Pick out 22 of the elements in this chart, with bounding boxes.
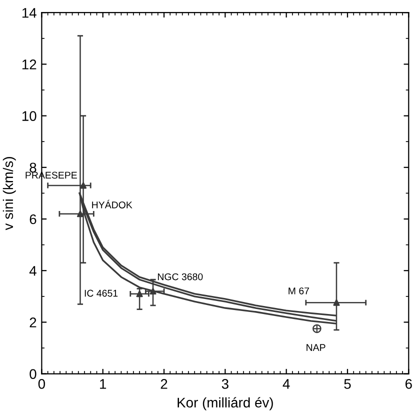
annotation: IC 4651 (84, 290, 118, 297)
x-tick-label: 0 (38, 379, 46, 389)
y-tick-label: 10 (22, 111, 36, 121)
annotation: NAP (306, 344, 326, 351)
x-tick-label: 4 (282, 379, 290, 389)
annotation: M 67 (288, 287, 310, 294)
annotation: HYÁDOK (92, 200, 132, 208)
y-axis-title: v sini (km/s) (2, 157, 16, 230)
x-axis-title: Kor (milliárd év) (178, 397, 273, 410)
y-tick-label: 8 (30, 162, 36, 173)
x-tick-label: 5 (344, 379, 351, 389)
x-tick-label: 2 (160, 379, 168, 389)
x-tick-label: 6 (406, 379, 412, 389)
x-tick-label: 3 (222, 379, 228, 389)
y-tick-label: 14 (22, 8, 36, 18)
y-tick-label: 12 (22, 60, 36, 70)
y-tick-label: 4 (29, 266, 36, 276)
y-tick-label: 6 (30, 214, 36, 224)
y-tick-label: 2 (30, 318, 36, 328)
y-tick-label: 0 (30, 369, 36, 379)
annotation: NGC 3680 (158, 273, 203, 280)
x-tick-label: 1 (100, 379, 106, 389)
